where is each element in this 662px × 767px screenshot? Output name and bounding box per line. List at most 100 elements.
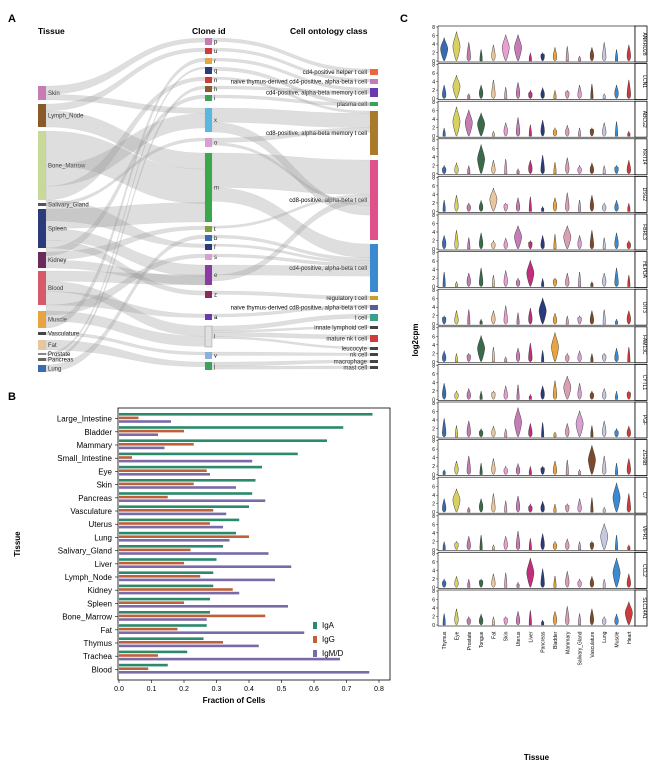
ontology-node <box>370 353 378 356</box>
clone-ontology-flow <box>211 234 371 261</box>
tissue-node <box>38 203 46 206</box>
gene-strip <box>634 25 648 63</box>
violin-y-tick-label: 8 <box>432 63 435 69</box>
violin-eye <box>454 162 459 175</box>
bar-igm-d <box>119 591 240 595</box>
violin-y-tick-label: 2 <box>432 389 435 395</box>
violin-heart <box>626 310 631 325</box>
violin-lung <box>602 579 606 588</box>
violin-salivary_gland <box>578 199 581 212</box>
bar-igg <box>119 535 249 538</box>
bar-iga <box>119 637 204 640</box>
clone-node <box>205 362 212 370</box>
bar-iga <box>119 558 217 561</box>
violin-heart <box>626 160 631 175</box>
category-label: Pancreas <box>78 494 112 503</box>
violin-y-tick-label: 8 <box>432 138 435 144</box>
violin-thymus <box>442 541 446 551</box>
violin-heart <box>626 79 631 99</box>
violin-tongue <box>479 428 484 438</box>
clone-label: o <box>214 141 218 147</box>
violin-thymus <box>442 613 446 626</box>
gene-strip <box>634 63 648 100</box>
violin-tongue <box>477 335 485 363</box>
tissue-label: Kidney <box>48 258 66 264</box>
violin-salivary_gland <box>578 55 581 62</box>
tissue-clone-flow <box>45 94 206 256</box>
panel-label-c: C <box>400 13 408 25</box>
violin-fat <box>491 458 496 475</box>
ontology-node <box>370 296 378 300</box>
tissue-clone-flow <box>45 225 206 261</box>
clone-ontology-flow <box>211 365 371 370</box>
violin-y-tick-label: 2 <box>432 239 435 245</box>
violin-y-tick-label: 8 <box>432 514 435 520</box>
tissue-clone-flow <box>45 94 206 114</box>
gene-strip <box>634 288 648 326</box>
violin-y-tick-label: 0 <box>432 322 435 328</box>
panel-label-a: A <box>8 13 16 25</box>
x-tick-label: 0.0 <box>114 686 124 693</box>
violin-salivary_gland <box>577 578 582 588</box>
violin-uterus <box>516 348 521 363</box>
tissue-clone-flow <box>45 339 206 367</box>
clone-label: z <box>214 293 217 299</box>
tissue-node <box>38 311 46 328</box>
violin-bladder <box>552 313 557 325</box>
violin-x-label: Vasculature <box>590 631 596 657</box>
violin-pancreas <box>540 501 545 513</box>
violin-y-tick-label: 0 <box>432 623 435 629</box>
violin-prostate <box>467 237 471 250</box>
violin-x-label: Fat <box>491 631 497 639</box>
violin-eye <box>454 460 459 475</box>
clone-node <box>205 254 212 260</box>
clone-ontology-flow <box>211 37 371 73</box>
violin-uterus <box>516 82 521 99</box>
clone-ontology-flow <box>211 325 371 333</box>
tissue-label: Lung <box>48 367 61 373</box>
violin-y-tick-label: 8 <box>432 288 435 294</box>
violin-row-frame <box>437 476 636 514</box>
violin-heart <box>627 347 631 363</box>
violin-tongue <box>477 144 485 175</box>
violin-muscle <box>614 84 619 99</box>
bar-iga <box>119 624 207 627</box>
bar-igg <box>119 614 266 618</box>
gene-label: CCL2 <box>641 564 647 577</box>
violin-mammary <box>565 503 570 513</box>
violin-x-axis-label: Tissue <box>524 753 550 762</box>
clone-ontology-flow <box>211 107 371 128</box>
ontology-label: t cell <box>355 316 367 322</box>
violin-liver <box>528 503 533 513</box>
violin-thymus <box>440 37 448 62</box>
ontology-node <box>370 102 378 106</box>
violin-muscle <box>615 391 618 400</box>
bar-iga <box>119 518 240 522</box>
violin-y-tick-label: 4 <box>432 568 435 574</box>
violin-vasculature <box>589 576 594 588</box>
violin-prostate <box>466 42 471 62</box>
violin-y-tick-label: 8 <box>432 326 435 332</box>
violin-skin <box>503 122 508 137</box>
violin-uterus <box>516 168 520 175</box>
ontology-label: cd4-positive, alpha-beta t cell <box>289 266 367 272</box>
violin-thymus <box>442 165 447 175</box>
bar-igg <box>119 601 184 604</box>
violin-y-tick-label: 4 <box>432 606 435 612</box>
violin-y-tick-label: 8 <box>432 175 435 181</box>
ontology-label: plasma cell <box>337 102 367 108</box>
violin-vasculature <box>589 162 594 175</box>
violin-y-tick-label: 6 <box>432 447 435 453</box>
violin-mammary <box>565 571 570 588</box>
bar-iga <box>119 531 236 535</box>
ontology-label: naive thymus-derived cd4-positive, alpha… <box>231 80 367 86</box>
violin-pancreas <box>541 278 545 287</box>
ontology-node <box>370 366 378 369</box>
violin-x-label: Mammary <box>565 631 571 654</box>
clone-label: s <box>214 255 217 261</box>
violin-lung <box>602 42 607 62</box>
gene-label: C7 <box>641 492 647 499</box>
clone-label: q <box>214 69 217 75</box>
bar-igg <box>119 509 214 512</box>
clone-label: a <box>214 315 218 321</box>
